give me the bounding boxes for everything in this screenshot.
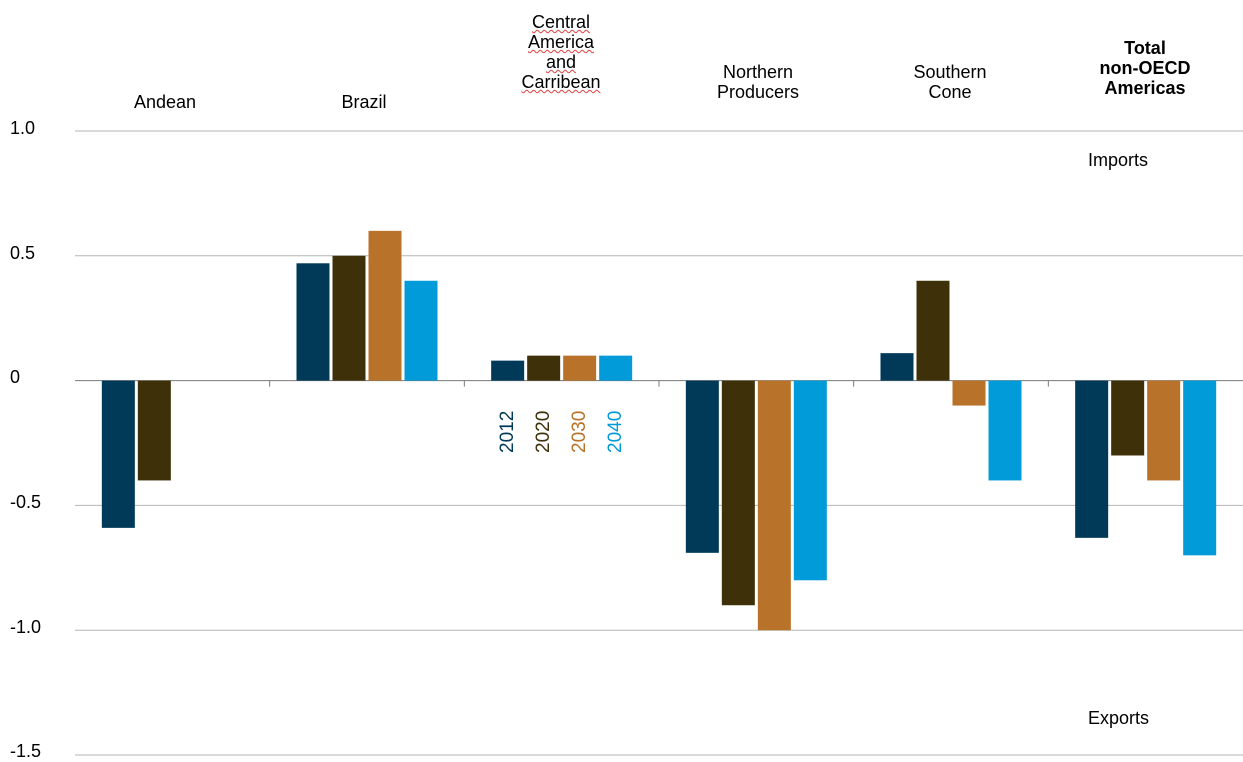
bar-2012 [491, 360, 525, 381]
bar-2030 [563, 355, 597, 381]
legend-item-2030: 2030 [569, 410, 591, 453]
y-tick-label: -0.5 [10, 492, 42, 512]
y-tick-label: -1.0 [10, 617, 42, 637]
category-label-total: Total non-OECD Americas [1099, 38, 1191, 98]
y-tick-label: -1.5 [10, 741, 42, 761]
bar-2030 [1147, 380, 1181, 481]
y-tick-label: 1.0 [10, 118, 36, 138]
bar-2012 [685, 380, 719, 553]
bar-2012 [880, 353, 914, 381]
exports-annotation: Exports [1088, 708, 1150, 728]
bar-2020 [527, 355, 561, 381]
legend-item-2020: 2020 [533, 410, 555, 453]
bar-2020 [137, 380, 171, 481]
bar-2040 [599, 355, 633, 381]
bar-2030 [757, 380, 791, 631]
bar-2040 [793, 380, 827, 581]
bar-2030 [368, 230, 402, 381]
bar-2020 [916, 280, 950, 381]
y-tick-label: 0 [10, 367, 21, 387]
category-label-northern-producers: Northern Producers [716, 62, 800, 102]
bar-2030 [952, 380, 986, 406]
imports-annotation: Imports [1088, 150, 1149, 170]
category-label-andean: Andean [133, 92, 197, 112]
y-tick-label: 0.5 [10, 243, 36, 263]
category-label-brazil: Brazil [341, 92, 387, 112]
bar-2020 [332, 255, 366, 381]
bar-2040 [1183, 380, 1217, 556]
bar-2012 [296, 263, 330, 381]
category-label-central-america-text: Central America and Carribean [521, 12, 601, 92]
bar-2020 [1111, 380, 1145, 456]
bar-2012 [1075, 380, 1109, 538]
legend-item-2012: 2012 [497, 410, 519, 453]
category-label-central-america: Central America and Carribean [476, 12, 646, 92]
bar-2040 [988, 380, 1022, 481]
category-label-southern-cone: Southern Cone [913, 62, 987, 102]
legend-item-2040: 2040 [605, 410, 627, 453]
bar-2020 [721, 380, 755, 606]
bar-2012 [101, 380, 135, 528]
bar-2040 [404, 280, 438, 381]
